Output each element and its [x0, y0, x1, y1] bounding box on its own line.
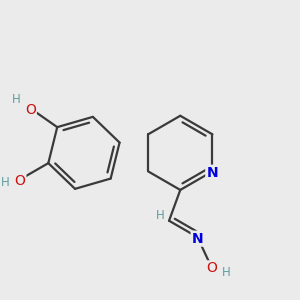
Text: H: H	[222, 266, 230, 278]
Text: H: H	[1, 176, 10, 189]
Text: N: N	[207, 166, 218, 180]
Text: H: H	[12, 93, 21, 106]
Text: O: O	[206, 261, 217, 275]
Text: O: O	[14, 174, 26, 188]
Text: N: N	[192, 232, 203, 246]
Text: H: H	[156, 209, 164, 222]
Text: O: O	[25, 103, 36, 117]
Text: N: N	[207, 166, 218, 180]
